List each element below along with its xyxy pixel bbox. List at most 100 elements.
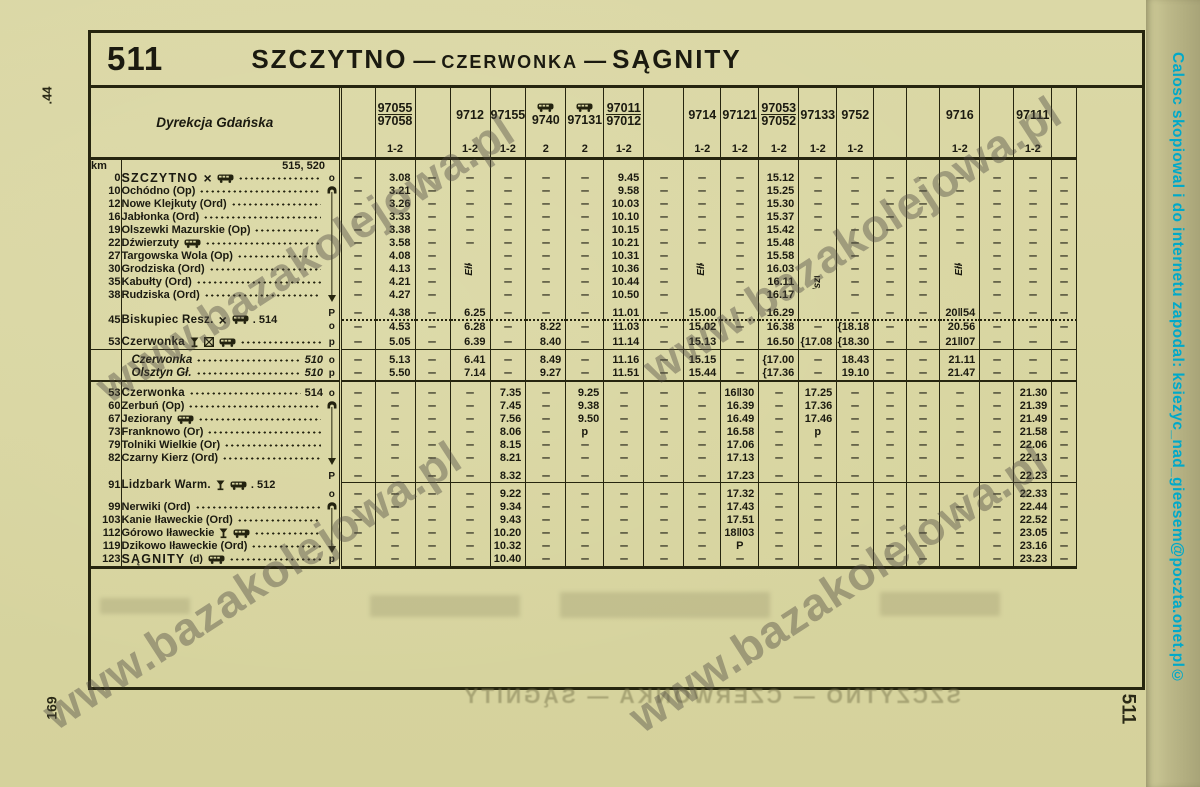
station-cell: SZCZYTNO × [121, 172, 325, 185]
station-name: Czarny Kierz (Ord) [121, 452, 219, 464]
time-cell: – [525, 288, 566, 302]
station-name: Targowska Wola (Op) [121, 250, 233, 262]
time-cell: 15.25 [758, 184, 799, 198]
no-service-dash: – [850, 224, 860, 236]
time-cell: – [836, 236, 874, 250]
time-cell: – [906, 425, 940, 439]
no-service-dash: – [619, 540, 629, 552]
time-cell: – [340, 276, 375, 289]
time-cell [449, 288, 490, 302]
time-cell: – [873, 539, 907, 553]
no-service-dash: – [503, 306, 513, 319]
time-cell: – [979, 399, 1014, 413]
no-service-dash: – [885, 336, 895, 348]
time-value: {18.30 [837, 336, 870, 348]
no-service-dash: – [541, 400, 551, 412]
no-service-dash: – [735, 224, 745, 236]
time-cell: – [340, 211, 375, 224]
no-service-dash: – [774, 413, 784, 425]
time-cell: – [939, 552, 980, 569]
no-service-dash: – [580, 469, 590, 482]
time-cell: – [603, 412, 644, 426]
time-cell: 3.08 [374, 171, 415, 185]
time-cell: – [603, 539, 644, 553]
station-row: 60 Zerbuń (Op) – – – – 7.45 – 9.38 – – – 16.39 – 17.36… [91, 399, 1078, 413]
no-service-dash: – [918, 514, 928, 526]
time-cell: – [340, 400, 375, 413]
time-cell: 21.30 [1013, 380, 1052, 400]
km-cell: 10 [91, 184, 122, 198]
time-cell: – [873, 482, 907, 501]
km-cell: 45 [91, 301, 122, 333]
station-name: Dzikowo Iławeckie (Ord) [121, 540, 248, 552]
time-cell: – [565, 366, 604, 382]
time-cell: – [1013, 301, 1052, 321]
title-dash: — [584, 47, 607, 73]
time-value: 11.03 [612, 320, 640, 333]
time-cell: – [449, 197, 490, 211]
no-service-dash: – [992, 250, 1002, 262]
time-cell: – [643, 197, 684, 211]
station-name: Franknowo (Or) [121, 426, 204, 438]
origin-note: z Olsztyna [812, 276, 824, 289]
no-service-dash: – [541, 439, 551, 451]
no-service-dash: – [1028, 276, 1038, 288]
no-service-dash: – [813, 354, 823, 366]
no-service-dash: – [580, 439, 590, 451]
no-service-dash: – [428, 452, 437, 464]
no-service-dash: – [992, 276, 1002, 288]
time-cell: – [340, 332, 375, 350]
time-cell: – [906, 349, 940, 367]
no-service-dash: – [850, 488, 860, 501]
class-header [873, 142, 907, 160]
time-cell: – [979, 332, 1014, 350]
title-mid: CZERWONKA [441, 51, 579, 72]
no-service-dash: – [1059, 198, 1069, 210]
no-service-dash: – [659, 367, 669, 379]
no-service-dash: – [885, 211, 895, 223]
time-cell: – [414, 319, 450, 333]
marker-cell [325, 223, 342, 237]
time-value: 16.49 [726, 413, 755, 425]
time-cell: – [1051, 513, 1078, 527]
no-service-dash: – [353, 354, 363, 366]
time-cell [449, 275, 490, 289]
time-cell: – [1013, 262, 1052, 276]
time-cell: – [758, 539, 799, 553]
train-number-header [1051, 88, 1078, 142]
time-value: 8.21 [499, 452, 522, 464]
time-cell: – [1013, 223, 1052, 237]
time-cell: – [414, 380, 450, 400]
no-service-dash: – [918, 198, 928, 210]
time-cell: – [643, 249, 684, 263]
time-cell: 7.35 [489, 380, 526, 400]
dotted-leader [188, 401, 321, 411]
time-cell [939, 288, 980, 302]
time-value: 10.21 [611, 237, 640, 249]
marker-cell [325, 184, 342, 198]
time-cell: – [979, 552, 1014, 569]
no-service-dash: – [918, 469, 928, 482]
time-cell [798, 262, 837, 276]
dotted-leader [203, 212, 321, 222]
time-cell: 15.58 [758, 249, 799, 263]
time-cell: – [683, 184, 721, 198]
no-service-dash: – [697, 514, 707, 526]
no-service-dash: – [428, 172, 437, 184]
no-service-dash: – [580, 367, 590, 379]
time-cell: – [565, 539, 604, 553]
station-name: Biskupiec Resz. [121, 313, 214, 326]
time-cell [449, 158, 490, 172]
time-cell: – [906, 171, 940, 185]
time-cell: – [414, 223, 450, 237]
no-service-dash: – [850, 553, 860, 565]
no-service-dash: – [580, 185, 590, 197]
time-value: 3.26 [389, 198, 411, 210]
no-service-dash: – [428, 488, 437, 501]
no-service-dash: – [697, 452, 707, 464]
time-cell: – [489, 184, 526, 198]
no-service-dash: – [659, 354, 669, 366]
no-service-dash: – [992, 501, 1002, 513]
no-service-dash: – [992, 185, 1002, 197]
time-cell: – [643, 451, 684, 465]
